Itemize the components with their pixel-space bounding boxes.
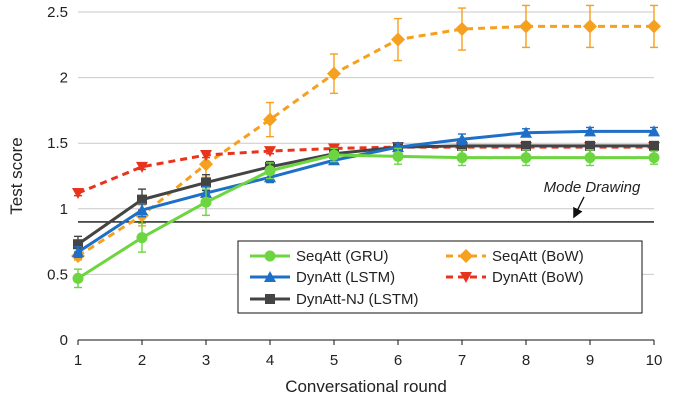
mode-drawing-reference: Mode Drawing: [78, 179, 654, 223]
data-point: [137, 194, 147, 205]
legend-label: SeqAtt (GRU): [296, 248, 389, 265]
legend-swatch-marker: [460, 272, 472, 283]
data-point: [520, 126, 532, 138]
data-point: [455, 22, 469, 37]
x-tick-label: 8: [522, 352, 530, 369]
data-point: [328, 149, 340, 161]
x-tick-label: 6: [394, 352, 402, 369]
x-tick-label: 2: [138, 352, 146, 369]
series-seqatt-bow: [71, 4, 661, 264]
legend-swatch-marker: [265, 294, 275, 304]
data-point: [72, 188, 84, 200]
data-point: [200, 196, 212, 208]
y-tick-label: 1: [60, 201, 68, 218]
x-tick-label: 7: [458, 352, 466, 369]
legend-label: DynAtt (BoW): [492, 269, 584, 286]
data-point: [327, 66, 341, 81]
y-axis-title: Test score: [7, 137, 26, 214]
series-line: [77, 24, 654, 258]
grid-lines: [78, 11, 654, 275]
data-point: [72, 246, 84, 258]
legend-item-seqatt-gru: SeqAtt (GRU): [250, 248, 389, 265]
legend-item-seqatt-bow: SeqAtt (BoW): [446, 248, 584, 265]
x-tick-label: 4: [266, 352, 274, 369]
x-tick-label: 3: [202, 352, 210, 369]
data-point: [519, 19, 533, 34]
legend: SeqAtt (GRU) DynAtt (LSTM) DynAtt-NJ (LSTM…: [237, 240, 643, 314]
series-line: [77, 153, 654, 280]
data-point: [648, 152, 660, 164]
y-tick-label: 2: [60, 70, 68, 87]
data-point: [200, 150, 212, 162]
y-tick-label: 0.5: [47, 266, 68, 283]
data-point: [456, 133, 468, 145]
data-point: [199, 157, 213, 172]
legend-items: SeqAtt (GRU) DynAtt (LSTM) DynAtt-NJ (LSTM…: [250, 248, 584, 308]
legend-label: DynAtt-NJ (LSTM): [296, 291, 419, 308]
data-point: [391, 32, 405, 47]
data-point: [456, 152, 468, 164]
data-point: [649, 140, 659, 151]
data-point: [392, 141, 404, 153]
data-point: [648, 125, 660, 137]
data-point: [136, 232, 148, 244]
data-point: [136, 161, 148, 173]
y-tick-label: 2.5: [47, 4, 68, 21]
series-dynatt-lstm: [72, 125, 660, 259]
data-point: [520, 152, 532, 164]
legend-item-dynatt-lstm: DynAtt (LSTM): [250, 269, 395, 286]
legend-item-dynatt-bow: DynAtt (BoW): [446, 269, 584, 286]
data-point: [584, 125, 596, 137]
data-point: [263, 112, 277, 127]
data-point: [264, 165, 276, 177]
x-tick-label: 10: [646, 352, 663, 369]
legend-swatch-marker: [264, 250, 276, 262]
legend-item-dynatt-nj-lstm: DynAtt-NJ (LSTM): [250, 291, 419, 308]
x-tick-label: 1: [74, 352, 82, 369]
y-axis-ticks: 0 0.5 1 1.5 2 2.5: [47, 4, 68, 349]
y-tick-label: 0: [60, 332, 68, 349]
legend-swatch-marker: [459, 249, 473, 263]
legend-label: DynAtt (LSTM): [296, 269, 395, 286]
data-point: [585, 140, 595, 151]
data-point: [584, 152, 596, 164]
data-point: [457, 140, 467, 151]
series-group: [71, 4, 661, 289]
data-point: [72, 272, 84, 284]
series-line: [77, 129, 654, 254]
mode-drawing-label: Mode Drawing: [544, 179, 641, 196]
data-point: [264, 146, 276, 158]
legend-label: SeqAtt (BoW): [492, 248, 584, 265]
x-axis-title: Conversational round: [285, 377, 447, 396]
series-seqatt-gru: [72, 147, 660, 289]
legend-swatch-marker: [264, 271, 276, 282]
x-axis-ticks: 1 2 3 4 5 6 7 8 9 10: [74, 340, 663, 369]
x-tick-label: 9: [586, 352, 594, 369]
data-point: [73, 239, 83, 250]
data-point: [392, 150, 404, 162]
x-tick-label: 5: [330, 352, 338, 369]
series-line: [77, 144, 654, 246]
data-point: [201, 177, 211, 188]
y-tick-label: 1.5: [47, 135, 68, 152]
data-point: [136, 204, 148, 216]
data-point: [583, 19, 597, 34]
mode-drawing-arrow: [573, 196, 585, 219]
legend-box: [237, 240, 643, 314]
data-point: [521, 140, 531, 151]
data-point: [647, 19, 661, 34]
